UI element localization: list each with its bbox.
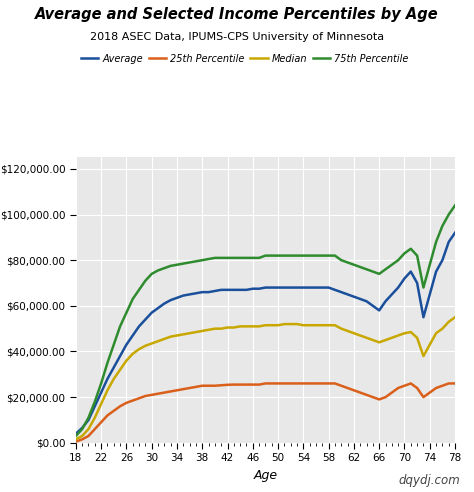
Median (73, 436, 79, 442)
25th Percentile (73, 439, 79, 445)
25th Percentile (263, 380, 268, 386)
X-axis label: Age: Age (254, 469, 277, 482)
25th Percentile (408, 380, 414, 386)
Average (149, 310, 155, 316)
Line: Average: Average (76, 233, 455, 433)
Text: dqydj.com: dqydj.com (398, 474, 460, 487)
75th Percentile (149, 271, 155, 277)
Line: Median: Median (76, 317, 455, 439)
25th Percentile (162, 390, 167, 396)
Average (73, 430, 79, 436)
Average (452, 230, 458, 236)
25th Percentile (307, 380, 312, 386)
75th Percentile (275, 253, 281, 259)
Average (275, 284, 281, 290)
75th Percentile (401, 250, 407, 256)
75th Percentile (452, 202, 458, 208)
Median (401, 330, 407, 336)
25th Percentile (282, 380, 287, 386)
Median (452, 314, 458, 320)
25th Percentile (149, 392, 155, 398)
75th Percentile (301, 253, 306, 259)
Median (275, 322, 281, 328)
Median (162, 336, 167, 342)
75th Percentile (73, 433, 79, 439)
Average (301, 284, 306, 290)
Median (301, 322, 306, 328)
Median (206, 327, 211, 333)
25th Percentile (206, 383, 211, 389)
25th Percentile (452, 380, 458, 386)
Average (162, 301, 167, 307)
Text: 2018 ASEC Data, IPUMS-CPS University of Minnesota: 2018 ASEC Data, IPUMS-CPS University of … (90, 32, 384, 42)
Line: 75th Percentile: 75th Percentile (76, 205, 455, 436)
Median (149, 340, 155, 346)
Legend: Average, 25th Percentile, Median, 75th Percentile: Average, 25th Percentile, Median, 75th P… (81, 54, 409, 64)
75th Percentile (206, 256, 211, 262)
Average (401, 276, 407, 281)
75th Percentile (162, 265, 167, 271)
Line: 25th Percentile: 25th Percentile (76, 383, 455, 442)
Text: Average and Selected Income Percentiles by Age: Average and Selected Income Percentiles … (35, 7, 439, 22)
Average (206, 289, 211, 295)
